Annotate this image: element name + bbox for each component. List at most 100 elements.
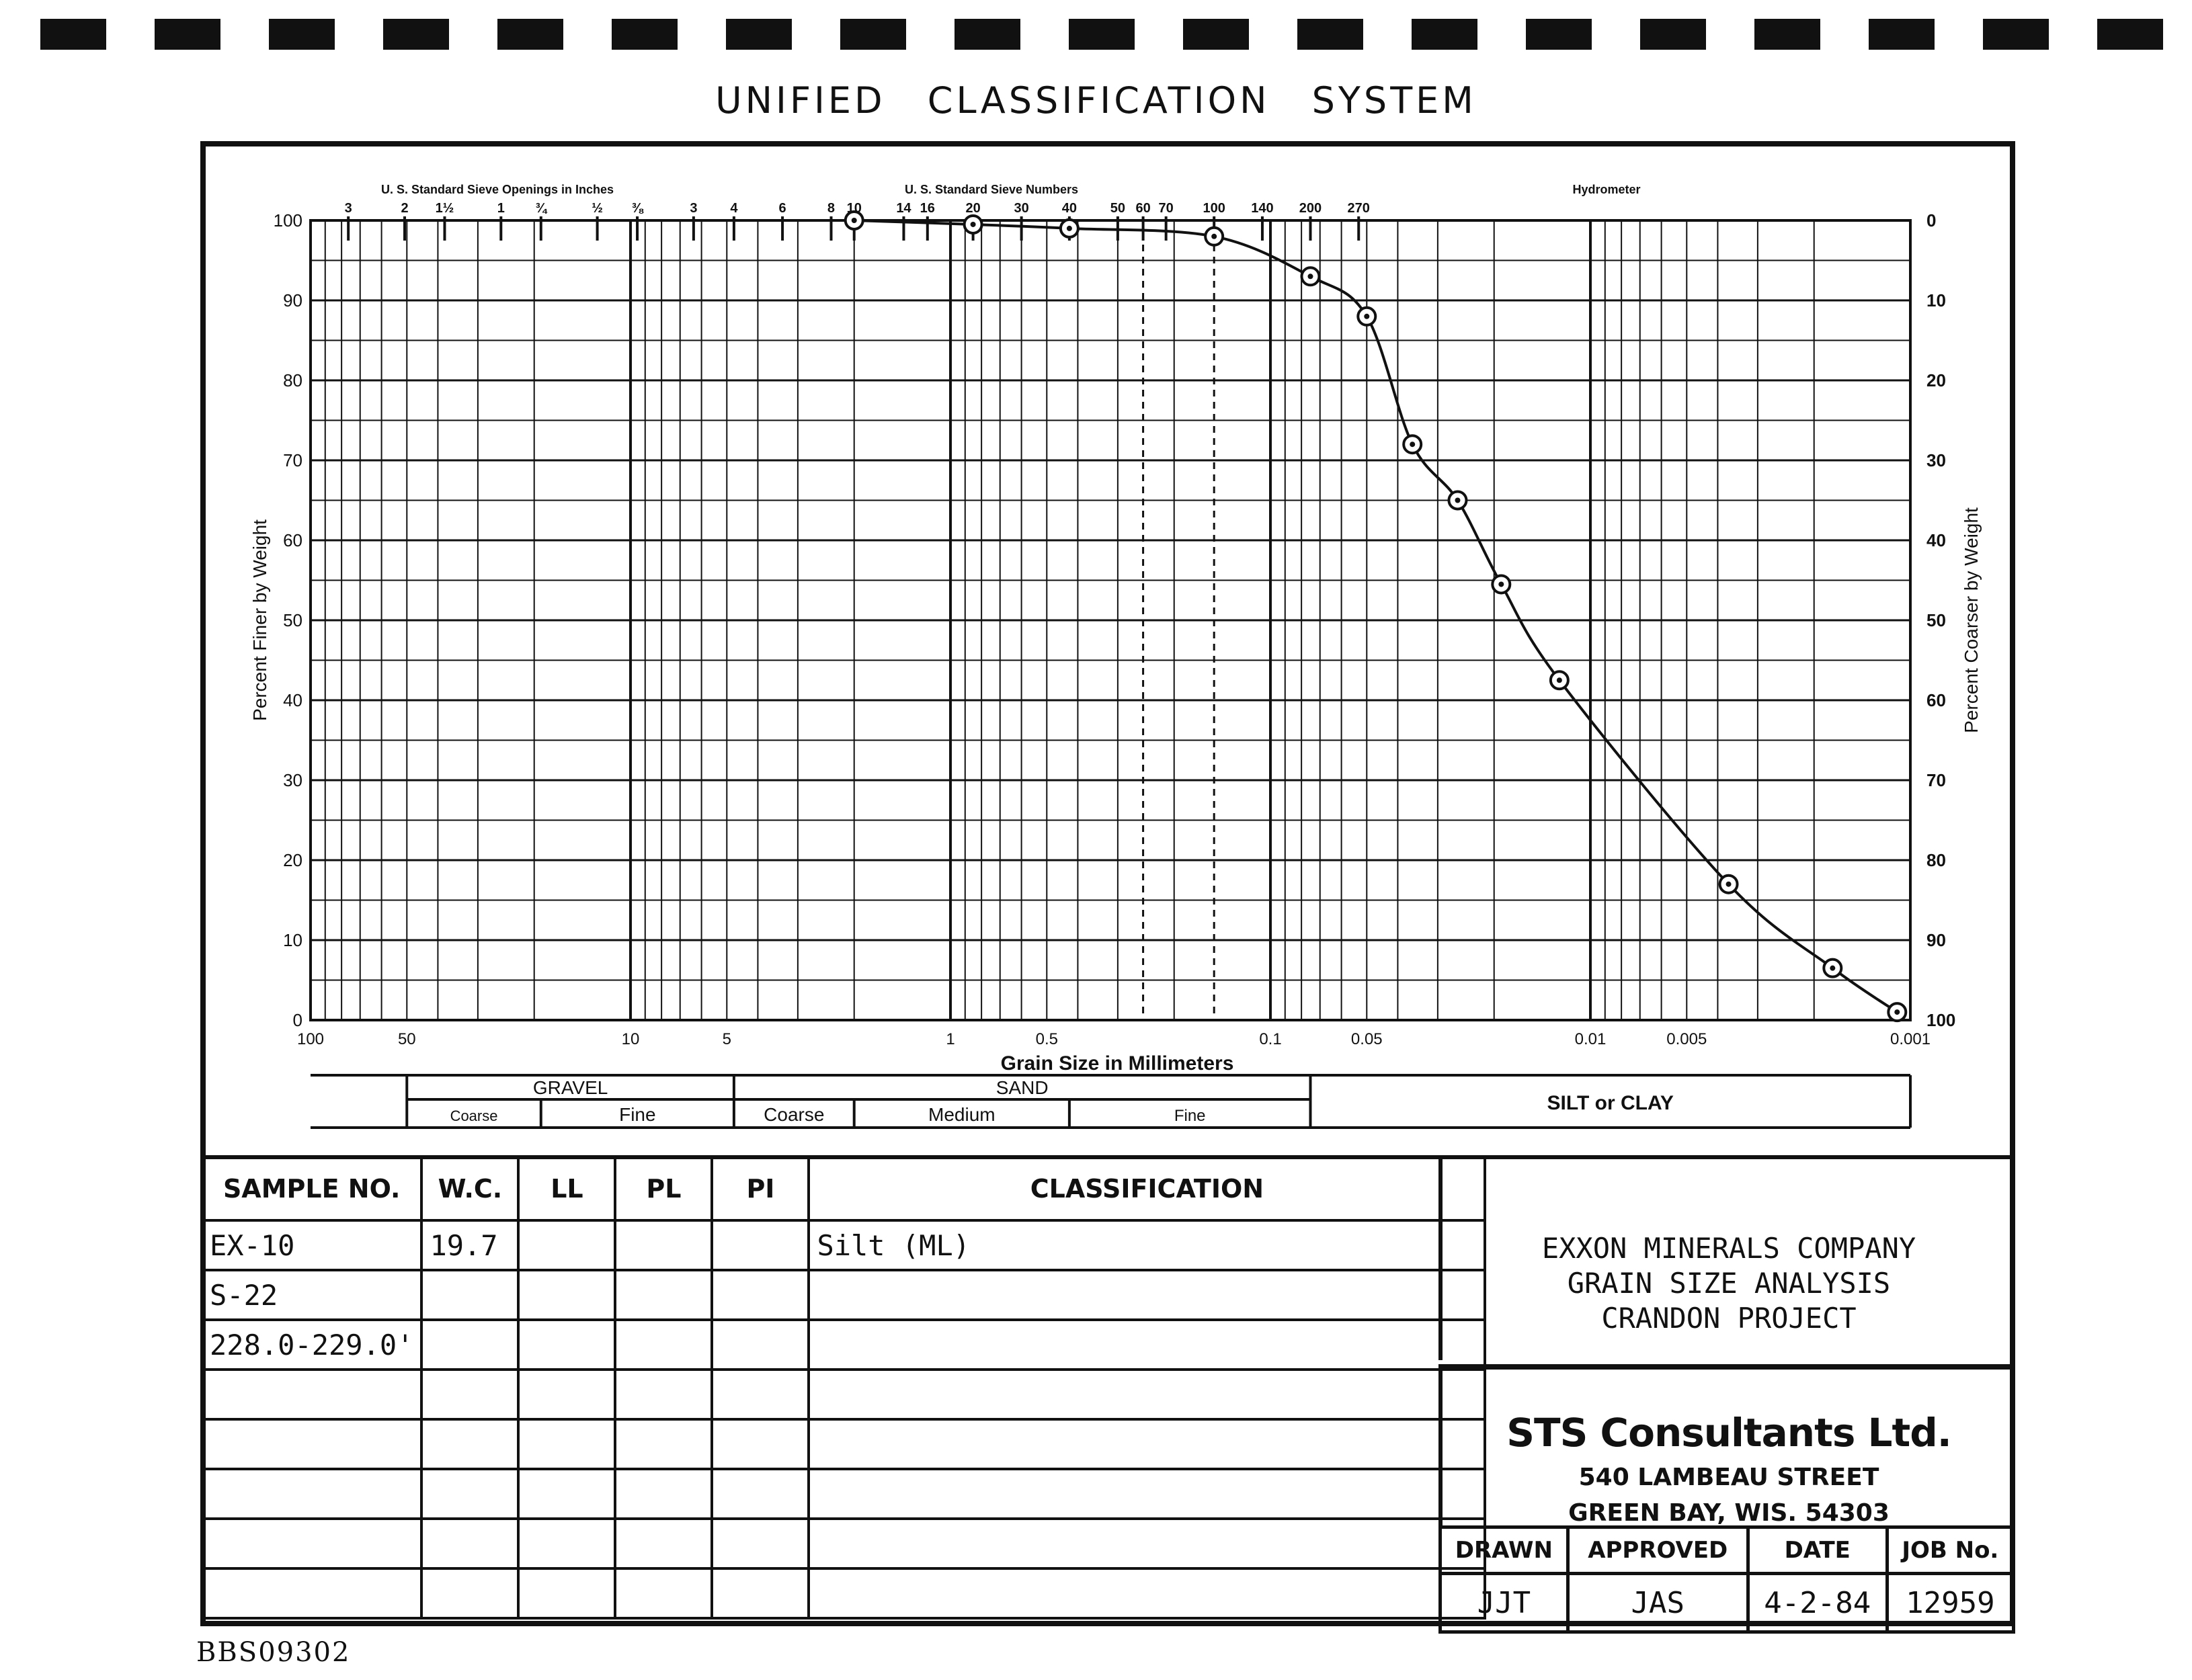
data-point-center: [970, 221, 976, 227]
data-point-center: [1410, 442, 1416, 448]
x-tick-label: 5: [723, 1030, 731, 1048]
project-analysis: GRAIN SIZE ANALYSIS: [1567, 1267, 1891, 1300]
table-cell: [200, 1368, 423, 1421]
y-tick-label: 100: [274, 210, 302, 230]
table-cell: [517, 1318, 617, 1371]
table-cell: [420, 1567, 520, 1620]
value-drawn: JJT: [1438, 1572, 1570, 1634]
table-cell: [711, 1318, 811, 1371]
x-axis-label: Grain Size in Millimeters: [1001, 1052, 1234, 1075]
firm-street: 540 LAMBEAU STREET: [1578, 1464, 1879, 1491]
table-cell: S-22: [200, 1269, 423, 1321]
table-header-row: SAMPLE NO. W.C. LL PL PI CLASSIFICATION: [200, 1156, 1487, 1222]
table-cell: [807, 1318, 1487, 1371]
gravel-fine-label: Fine: [619, 1104, 655, 1125]
table-cell: [711, 1418, 811, 1470]
header-job-no: JOB No.: [1885, 1525, 2016, 1575]
y-tick-label: 50: [283, 610, 302, 630]
table-cell: [614, 1567, 714, 1620]
header-dash: [1983, 19, 2049, 50]
x-tick-label: 10: [622, 1030, 640, 1048]
header-date: DATE: [1746, 1525, 1889, 1575]
project-name: CRANDON PROJECT: [1601, 1302, 1857, 1335]
table-cell: [517, 1468, 617, 1520]
header-dash: [1754, 19, 1820, 50]
table-row: [200, 1567, 1487, 1620]
sieve-number-tick-label: 60: [1135, 201, 1150, 216]
gravel-coarse-label: Coarse: [450, 1107, 498, 1124]
y-tick-label: 20: [283, 850, 302, 870]
header-dash: [612, 19, 678, 50]
y-tick-label: 90: [283, 290, 302, 310]
table-cell: [420, 1517, 520, 1570]
value-approved: JAS: [1566, 1572, 1750, 1634]
sieve-inch-tick-label: 1½: [436, 201, 454, 216]
header-dash: [1297, 19, 1363, 50]
table-row: [200, 1368, 1487, 1421]
sand-medium-label: Medium: [928, 1104, 996, 1125]
sieve-number-tick-label: 3: [690, 201, 697, 216]
x-tick-label: 0.01: [1575, 1030, 1607, 1048]
header-pl: PL: [614, 1156, 714, 1222]
y-tick-label: 70: [283, 450, 302, 470]
table-cell: [614, 1517, 714, 1570]
x-tick-label: 1: [946, 1030, 955, 1048]
header-dash: [1869, 19, 1935, 50]
sieve-number-tick-label: 70: [1159, 201, 1174, 216]
chart-frame: [200, 141, 2015, 1626]
plot-border: [309, 219, 1912, 1021]
x-tick-label: 0.001: [1890, 1030, 1931, 1048]
table-cell: [200, 1468, 423, 1520]
page-title: UNIFIED CLASSIFICATION SYSTEM: [715, 79, 1477, 122]
data-point-center: [1211, 233, 1217, 239]
header-dash-border: [40, 19, 2163, 54]
sand-coarse-label: Coarse: [764, 1104, 824, 1125]
table-row: [200, 1517, 1487, 1570]
grain-size-curve: [854, 219, 1898, 1013]
table-cell: [200, 1517, 423, 1570]
header-dash: [2097, 19, 2163, 50]
y-right-tick-label: 70: [1926, 770, 1946, 790]
y-tick-label: 40: [283, 690, 302, 710]
sieve-number-tick-label: 200: [1299, 201, 1322, 216]
table-cell: [807, 1517, 1487, 1570]
table-cell: [614, 1318, 714, 1371]
project-company: EXXON MINERALS COMPANY: [1541, 1232, 1916, 1265]
table-cell: 19.7: [420, 1219, 520, 1271]
y-right-tick-label: 40: [1926, 530, 1946, 550]
table-cell: [614, 1418, 714, 1470]
y-right-tick-label: 30: [1926, 450, 1946, 470]
y-tick-label: 60: [283, 530, 302, 550]
signoff-table: DRAWN APPROVED DATE JOB No. JJT JAS 4-2-…: [1438, 1525, 2016, 1634]
header-dash: [1640, 19, 1706, 50]
silt-clay-label: SILT or CLAY: [1547, 1092, 1674, 1114]
table-cell: 228.0-229.0': [200, 1318, 423, 1371]
table-cell: [200, 1418, 423, 1470]
table-row: [200, 1468, 1487, 1520]
table-cell: [517, 1219, 617, 1271]
table-cell: [807, 1567, 1487, 1620]
header-approved: APPROVED: [1566, 1525, 1750, 1575]
header-dash: [1183, 19, 1249, 50]
header-dash: [383, 19, 449, 50]
header-dash: [40, 19, 106, 50]
data-point-center: [1066, 225, 1072, 231]
table-cell: [420, 1368, 520, 1421]
sand-label: SAND: [996, 1077, 1049, 1098]
table-cell: [614, 1269, 714, 1321]
y-tick-label: 0: [293, 1010, 302, 1030]
header-sample-no: SAMPLE NO.: [200, 1156, 423, 1222]
header-dash: [497, 19, 563, 50]
consultant-box: STS Consultants Ltd. 540 LAMBEAU STREET …: [1438, 1364, 2015, 1527]
data-point-center: [1498, 581, 1504, 587]
table-cell: [711, 1368, 811, 1421]
y-tick-label: 30: [283, 770, 302, 790]
header-wc: W.C.: [420, 1156, 520, 1222]
header-dash: [269, 19, 335, 50]
table-cell: [420, 1418, 520, 1470]
x-tick-label: 50: [398, 1030, 416, 1048]
y-right-tick-label: 60: [1926, 690, 1946, 710]
table-cell: [614, 1368, 714, 1421]
data-point-center: [1364, 313, 1370, 319]
